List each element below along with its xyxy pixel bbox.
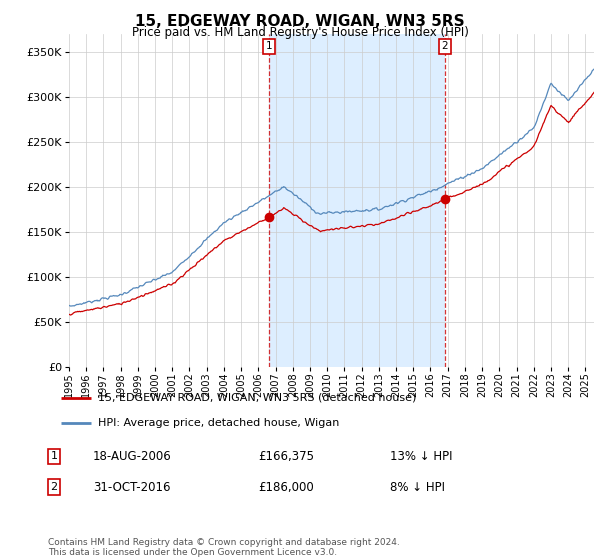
Text: 2: 2: [50, 482, 58, 492]
Text: £166,375: £166,375: [258, 450, 314, 463]
Text: 15, EDGEWAY ROAD, WIGAN, WN3 5RS (detached house): 15, EDGEWAY ROAD, WIGAN, WN3 5RS (detach…: [98, 393, 417, 403]
Text: 8% ↓ HPI: 8% ↓ HPI: [390, 480, 445, 494]
Text: Price paid vs. HM Land Registry's House Price Index (HPI): Price paid vs. HM Land Registry's House …: [131, 26, 469, 39]
Text: 18-AUG-2006: 18-AUG-2006: [93, 450, 172, 463]
Text: 2: 2: [442, 41, 448, 51]
Text: Contains HM Land Registry data © Crown copyright and database right 2024.
This d: Contains HM Land Registry data © Crown c…: [48, 538, 400, 557]
Text: 13% ↓ HPI: 13% ↓ HPI: [390, 450, 452, 463]
Text: £186,000: £186,000: [258, 480, 314, 494]
Text: 31-OCT-2016: 31-OCT-2016: [93, 480, 170, 494]
Text: HPI: Average price, detached house, Wigan: HPI: Average price, detached house, Wiga…: [98, 418, 340, 428]
Text: 1: 1: [50, 451, 58, 461]
Text: 15, EDGEWAY ROAD, WIGAN, WN3 5RS: 15, EDGEWAY ROAD, WIGAN, WN3 5RS: [135, 14, 465, 29]
Bar: [269, 34, 445, 367]
Text: 1: 1: [266, 41, 272, 51]
